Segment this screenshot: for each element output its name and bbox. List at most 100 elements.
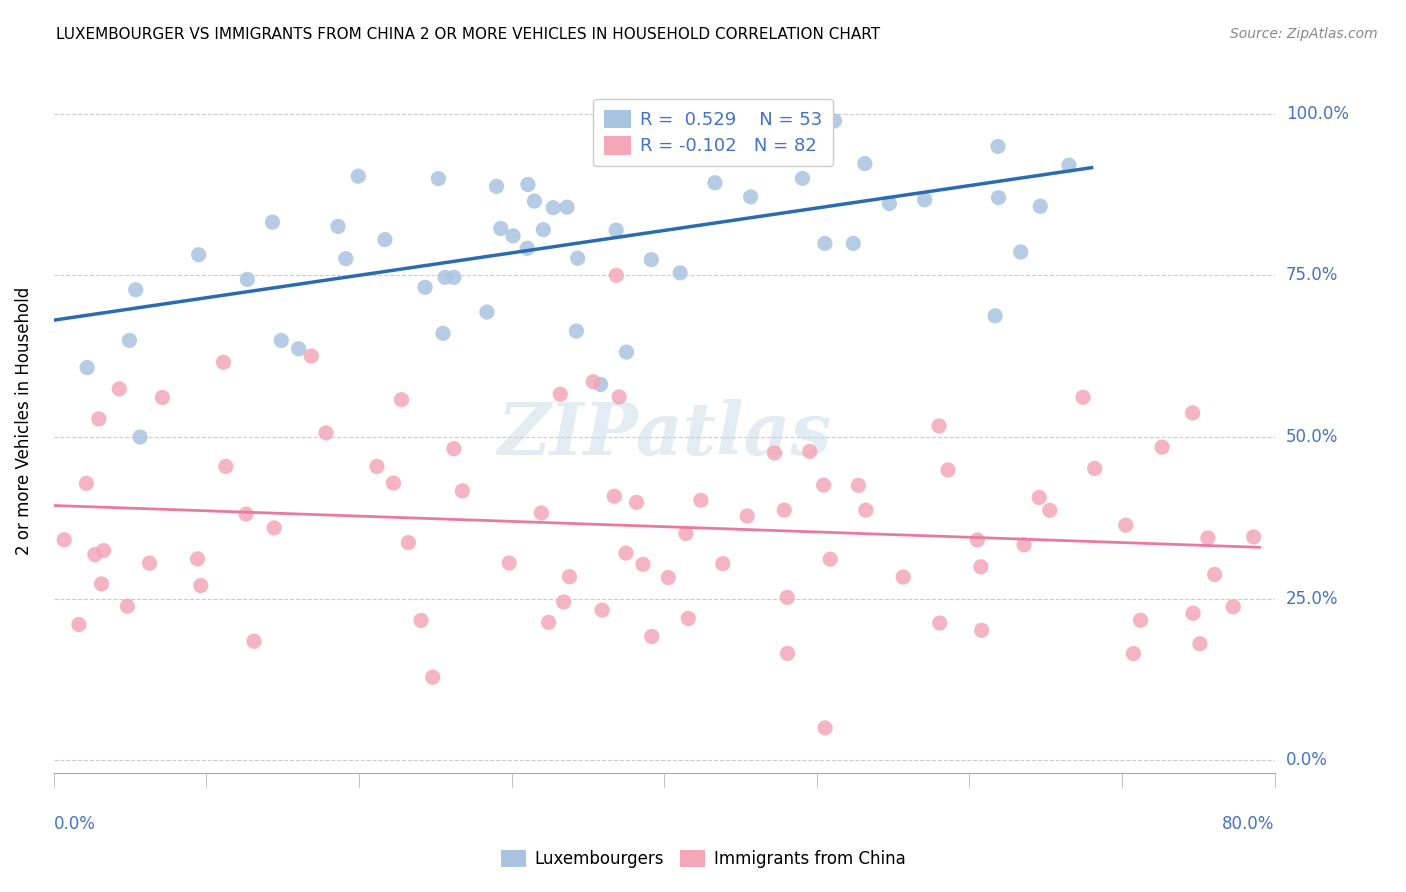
Point: [270, 334, 292, 348]
Legend: Luxembourgers, Immigrants from China: Luxembourgers, Immigrants from China: [494, 843, 912, 875]
Point: [824, 114, 846, 128]
Text: ZIPatlas: ZIPatlas: [498, 400, 831, 470]
Point: [67, 617, 90, 632]
Point: [818, 552, 841, 566]
Point: [984, 309, 1007, 323]
Point: [605, 223, 627, 237]
Point: [541, 201, 564, 215]
Point: [83, 548, 105, 562]
Point: [1152, 440, 1174, 454]
Point: [93, 543, 115, 558]
Text: 0.0%: 0.0%: [53, 815, 96, 833]
Text: 75.0%: 75.0%: [1286, 267, 1339, 285]
Point: [1182, 606, 1205, 620]
Point: [1010, 245, 1032, 260]
Point: [299, 349, 322, 363]
Point: [1012, 538, 1035, 552]
Point: [326, 219, 349, 234]
Point: [516, 241, 538, 255]
Point: [516, 178, 538, 192]
Point: [187, 552, 209, 566]
Point: [263, 521, 285, 535]
Point: [727, 105, 749, 120]
Point: [814, 721, 837, 735]
Y-axis label: 2 or more Vehicles in Household: 2 or more Vehicles in Household: [15, 286, 32, 555]
Point: [669, 266, 692, 280]
Point: [396, 535, 419, 549]
Text: 50.0%: 50.0%: [1286, 428, 1339, 446]
Point: [1029, 199, 1052, 213]
Point: [735, 508, 758, 523]
Point: [914, 193, 936, 207]
Text: 0.0%: 0.0%: [1286, 751, 1327, 769]
Point: [374, 233, 396, 247]
Point: [591, 603, 613, 617]
Point: [966, 533, 988, 547]
Point: [640, 252, 662, 267]
Point: [443, 270, 465, 285]
Point: [287, 342, 309, 356]
Point: [118, 334, 141, 348]
Point: [1222, 599, 1244, 614]
Point: [987, 139, 1010, 153]
Point: [657, 570, 679, 584]
Point: [589, 377, 612, 392]
Point: [451, 483, 474, 498]
Point: [1039, 503, 1062, 517]
Point: [90, 577, 112, 591]
Point: [614, 546, 637, 560]
Point: [382, 476, 405, 491]
Point: [152, 391, 174, 405]
Point: [427, 171, 450, 186]
Point: [391, 392, 413, 407]
Point: [763, 446, 786, 460]
Point: [565, 324, 588, 338]
Point: [558, 570, 581, 584]
Point: [1028, 491, 1050, 505]
Point: [235, 507, 257, 521]
Point: [434, 270, 457, 285]
Point: [531, 223, 554, 237]
Point: [1197, 531, 1219, 545]
Point: [792, 171, 814, 186]
Point: [530, 506, 553, 520]
Point: [970, 624, 993, 638]
Point: [842, 236, 865, 251]
Legend: R =  0.529    N = 53, R = -0.102   N = 82: R = 0.529 N = 53, R = -0.102 N = 82: [593, 99, 834, 166]
Text: 100.0%: 100.0%: [1286, 104, 1348, 123]
Point: [689, 493, 711, 508]
Point: [335, 252, 357, 266]
Point: [776, 646, 799, 660]
Point: [108, 382, 131, 396]
Point: [315, 425, 337, 440]
Point: [523, 194, 546, 208]
Point: [489, 221, 512, 235]
Point: [1188, 637, 1211, 651]
Text: 25.0%: 25.0%: [1286, 590, 1339, 607]
Point: [711, 557, 734, 571]
Point: [212, 355, 235, 369]
Point: [409, 614, 432, 628]
Point: [475, 305, 498, 319]
Point: [814, 236, 837, 251]
Point: [987, 191, 1010, 205]
Point: [87, 412, 110, 426]
Point: [773, 503, 796, 517]
Point: [936, 463, 959, 477]
Point: [485, 179, 508, 194]
Point: [76, 360, 98, 375]
Point: [432, 326, 454, 341]
Point: [553, 595, 575, 609]
Point: [879, 196, 901, 211]
Point: [603, 489, 626, 503]
Point: [970, 559, 993, 574]
Point: [443, 442, 465, 456]
Point: [776, 591, 799, 605]
Point: [53, 533, 76, 547]
Point: [928, 615, 950, 630]
Point: [749, 140, 772, 154]
Point: [678, 611, 700, 625]
Point: [422, 670, 444, 684]
Point: [125, 283, 148, 297]
Point: [1122, 647, 1144, 661]
